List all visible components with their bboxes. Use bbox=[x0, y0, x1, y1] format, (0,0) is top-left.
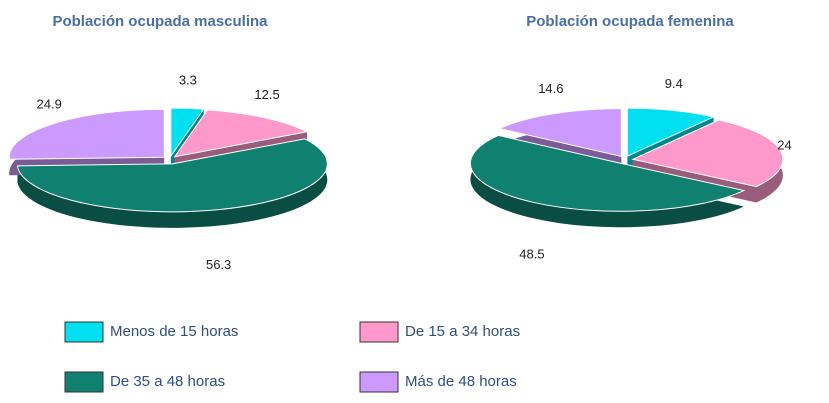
pie-slice bbox=[8, 108, 165, 160]
legend-label: Menos de 15 horas bbox=[110, 323, 238, 340]
legend-swatch bbox=[359, 321, 399, 343]
pie-slice bbox=[626, 107, 716, 157]
data-label: 3.3 bbox=[179, 73, 197, 88]
legend-label: De 35 a 48 horas bbox=[110, 373, 225, 390]
legend-swatch bbox=[64, 371, 104, 393]
legend-label: De 15 a 34 horas bbox=[405, 323, 520, 340]
chart-title: Población ocupada femenina bbox=[526, 13, 734, 30]
legend-swatch bbox=[359, 371, 399, 393]
pie-slice bbox=[497, 107, 622, 158]
data-label: 12.5 bbox=[254, 87, 279, 102]
chart-title: Población ocupada masculina bbox=[52, 13, 268, 30]
legend-label: Más de 48 horas bbox=[405, 373, 517, 390]
data-label: 14.6 bbox=[538, 81, 563, 96]
pie-slice bbox=[16, 138, 328, 213]
data-label: 24.9 bbox=[37, 97, 62, 112]
pie-slice bbox=[173, 109, 309, 158]
data-label: 56.3 bbox=[206, 257, 231, 272]
pie-slice bbox=[170, 107, 205, 158]
data-label: 48.5 bbox=[519, 246, 544, 261]
data-label: 24 bbox=[777, 137, 791, 152]
legend-swatch bbox=[64, 321, 104, 343]
pie-slice bbox=[469, 134, 746, 212]
pie-slice bbox=[631, 119, 784, 188]
data-label: 9.4 bbox=[665, 76, 683, 91]
